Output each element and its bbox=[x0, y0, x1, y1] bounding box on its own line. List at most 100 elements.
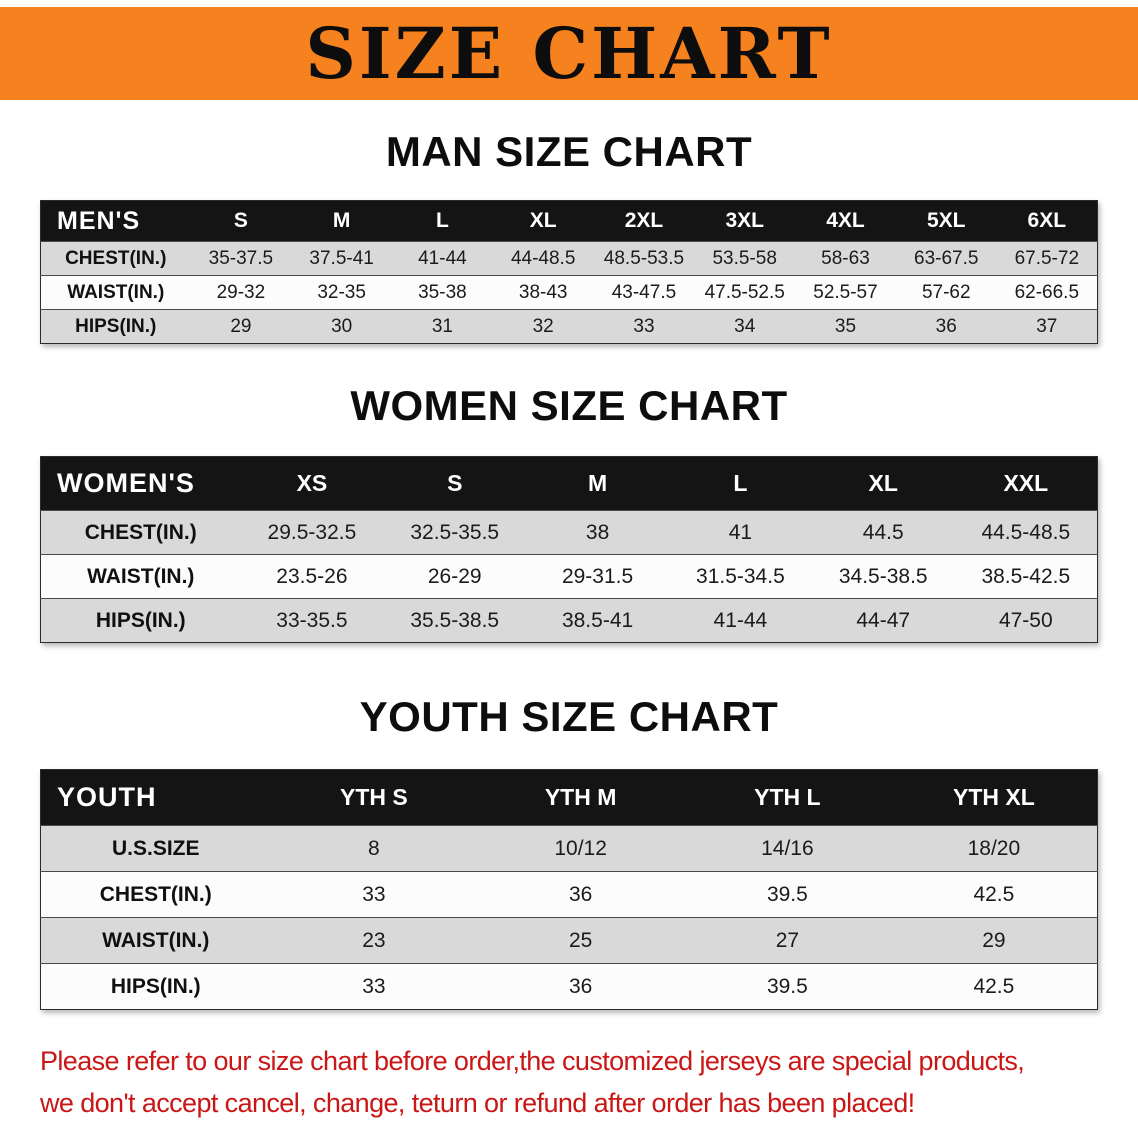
youth-size-table: YOUTH YTH S YTH M YTH L YTH XL U.S.SIZE 8 10/12… bbox=[40, 769, 1098, 1010]
size-value-cell: 37 bbox=[1036, 315, 1058, 337]
women-size-column-header: XL bbox=[868, 470, 898, 496]
size-value-cell: 35-38 bbox=[418, 281, 467, 303]
row-label: HIPS(IN.) bbox=[75, 315, 157, 337]
size-value-cell: 44-47 bbox=[856, 608, 911, 632]
size-value-cell: 31.5-34.5 bbox=[696, 564, 785, 588]
size-value-cell: 44-48.5 bbox=[510, 247, 576, 269]
size-value-cell: 36 bbox=[568, 974, 593, 998]
size-chart-sections: MAN SIZE CHART MEN'S S M L XL 2XL 3XL 4XL 5XL 6XL C… bbox=[0, 128, 1138, 1010]
size-value-cell: 35-37.5 bbox=[208, 247, 274, 269]
row-label: HIPS(IN.) bbox=[95, 608, 186, 632]
size-value-cell: 23 bbox=[362, 928, 386, 952]
youth-header-row: YOUTH YTH S YTH M YTH L YTH XL bbox=[40, 769, 1098, 826]
men-table-row: WAIST(IN.) 29-32 32-35 35-38 38-43 43-47.5 47.… bbox=[40, 275, 1098, 310]
size-value-cell: 26-29 bbox=[427, 564, 482, 588]
youth-size-chart-heading: YOUTH SIZE CHART bbox=[359, 693, 779, 740]
women-table-corner-label: WOMEN'S bbox=[57, 468, 195, 498]
size-value-cell: 14/16 bbox=[761, 836, 814, 860]
size-value-cell: 29-32 bbox=[216, 281, 266, 303]
size-value-cell: 42.5 bbox=[973, 974, 1015, 998]
women-size-chart-heading: WOMEN SIZE CHART bbox=[350, 382, 788, 429]
banner: SIZE CHART bbox=[0, 7, 1138, 100]
size-value-cell: 43-47.5 bbox=[611, 281, 677, 303]
size-value-cell: 38.5-42.5 bbox=[981, 564, 1071, 588]
size-value-cell: 39.5 bbox=[766, 882, 808, 906]
size-value-cell: 38 bbox=[585, 520, 610, 544]
men-size-column-header: S bbox=[233, 209, 248, 232]
row-label: WAIST(IN.) bbox=[87, 564, 195, 588]
size-value-cell: 36 bbox=[568, 882, 593, 906]
size-value-cell: 29 bbox=[230, 315, 252, 337]
size-value-cell: 10/12 bbox=[554, 836, 607, 860]
size-value-cell: 32 bbox=[532, 315, 554, 337]
men-header-row: MEN'S S M L XL 2XL 3XL 4XL 5XL 6XL bbox=[40, 200, 1098, 242]
row-label: WAIST(IN.) bbox=[102, 928, 210, 952]
size-value-cell: 52.5-57 bbox=[813, 281, 878, 303]
size-value-cell: 38-43 bbox=[518, 281, 568, 303]
women-table-row: WAIST(IN.) 23.5-26 26-29 29-31.5 31.5-34.5 34… bbox=[40, 554, 1098, 599]
women-header-row: WOMEN'S XS S M L XL XXL bbox=[40, 456, 1098, 511]
men-size-column-header: 4XL bbox=[826, 209, 865, 232]
size-value-cell: 53.5-58 bbox=[712, 247, 777, 269]
row-label: CHEST(IN.) bbox=[99, 882, 212, 906]
size-value-cell: 44.5 bbox=[862, 520, 904, 544]
size-value-cell: 35.5-38.5 bbox=[410, 608, 500, 632]
women-size-column-header: XXL bbox=[1003, 470, 1049, 496]
size-chart-page: SIZE CHART MAN SIZE CHART MEN'S S M L XL 2XL 3X… bbox=[0, 7, 1138, 1124]
youth-table-corner-label: YOUTH bbox=[57, 782, 157, 812]
row-label: HIPS(IN.) bbox=[110, 974, 201, 998]
men-size-chart-heading: MAN SIZE CHART bbox=[385, 128, 753, 175]
size-value-cell: 35 bbox=[834, 315, 857, 337]
size-value-cell: 32.5-35.5 bbox=[410, 520, 500, 544]
youth-size-column-header: YTH S bbox=[340, 784, 408, 810]
size-value-cell: 32-35 bbox=[317, 281, 366, 303]
men-size-column-header: 5XL bbox=[926, 209, 966, 232]
size-value-cell: 29-31.5 bbox=[561, 564, 634, 588]
page-title: SIZE CHART bbox=[305, 11, 833, 95]
size-value-cell: 36 bbox=[935, 315, 957, 337]
disclaimer-line-1: Please refer to our size chart before or… bbox=[40, 1046, 1025, 1076]
women-size-column-header: M bbox=[587, 470, 608, 496]
youth-table-row: WAIST(IN.) 23 25 27 29 bbox=[40, 917, 1098, 964]
size-value-cell: 39.5 bbox=[766, 974, 808, 998]
size-value-cell: 38.5-41 bbox=[561, 608, 634, 632]
row-label: CHEST(IN.) bbox=[84, 520, 197, 544]
size-value-cell: 34 bbox=[734, 315, 756, 337]
size-value-cell: 8 bbox=[368, 836, 380, 860]
men-size-column-header: L bbox=[436, 209, 449, 232]
men-size-column-header: M bbox=[332, 209, 351, 232]
size-value-cell: 27 bbox=[775, 928, 800, 952]
size-value-cell: 33 bbox=[633, 315, 655, 337]
size-value-cell: 57-62 bbox=[921, 281, 971, 303]
size-value-cell: 34.5-38.5 bbox=[838, 564, 928, 588]
men-size-column-header: 6XL bbox=[1027, 209, 1067, 232]
size-value-cell: 41-44 bbox=[713, 608, 768, 632]
men-size-column-header: XL bbox=[529, 209, 557, 232]
youth-table-row: HIPS(IN.) 33 36 39.5 42.5 bbox=[40, 963, 1098, 1010]
size-value-cell: 33 bbox=[362, 882, 386, 906]
women-table-row: HIPS(IN.) 33-35.5 35.5-38.5 38.5-41 41-44 44-… bbox=[40, 598, 1098, 643]
size-value-cell: 37.5-41 bbox=[309, 247, 374, 269]
size-value-cell: 41-44 bbox=[418, 247, 467, 269]
disclaimer-line-2: we don't accept cancel, change, teturn o… bbox=[40, 1088, 915, 1118]
size-value-cell: 31 bbox=[431, 315, 453, 337]
men-size-column-header: 3XL bbox=[725, 209, 764, 232]
size-value-cell: 58-63 bbox=[821, 247, 870, 269]
size-value-cell: 25 bbox=[568, 928, 593, 952]
disclaimer: Please refer to our size chart before or… bbox=[40, 1040, 1098, 1124]
size-value-cell: 18/20 bbox=[967, 836, 1021, 860]
size-value-cell: 33-35.5 bbox=[276, 608, 348, 632]
women-size-column-header: L bbox=[733, 470, 748, 496]
size-value-cell: 47.5-52.5 bbox=[704, 281, 785, 303]
size-value-cell: 44.5-48.5 bbox=[981, 520, 1071, 544]
size-value-cell: 48.5-53.5 bbox=[603, 247, 685, 269]
women-size-table: WOMEN'S XS S M L XL XXL CHEST(IN.) 29.5-32.5 32.5… bbox=[40, 456, 1098, 643]
size-value-cell: 23.5-26 bbox=[276, 564, 348, 588]
women-table-row: CHEST(IN.) 29.5-32.5 32.5-35.5 38 41 44.5 44.5… bbox=[40, 510, 1098, 555]
size-value-cell: 29 bbox=[982, 928, 1006, 952]
youth-table-row: CHEST(IN.) 33 36 39.5 42.5 bbox=[40, 871, 1098, 918]
size-value-cell: 63-67.5 bbox=[914, 247, 979, 269]
size-value-cell: 41 bbox=[728, 520, 753, 544]
size-value-cell: 47-50 bbox=[998, 608, 1053, 632]
men-size-column-header: 2XL bbox=[624, 209, 664, 232]
